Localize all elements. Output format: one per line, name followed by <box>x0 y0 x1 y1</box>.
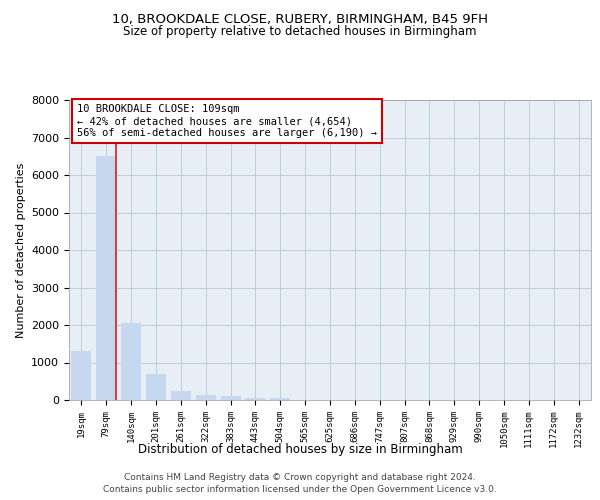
Text: Contains public sector information licensed under the Open Government Licence v3: Contains public sector information licen… <box>103 485 497 494</box>
Text: 10, BROOKDALE CLOSE, RUBERY, BIRMINGHAM, B45 9FH: 10, BROOKDALE CLOSE, RUBERY, BIRMINGHAM,… <box>112 12 488 26</box>
Y-axis label: Number of detached properties: Number of detached properties <box>16 162 26 338</box>
Bar <box>97 156 116 400</box>
Bar <box>196 395 215 400</box>
Text: Size of property relative to detached houses in Birmingham: Size of property relative to detached ho… <box>123 25 477 38</box>
Text: Distribution of detached houses by size in Birmingham: Distribution of detached houses by size … <box>137 442 463 456</box>
Bar <box>271 398 290 400</box>
Text: Contains HM Land Registry data © Crown copyright and database right 2024.: Contains HM Land Registry data © Crown c… <box>124 472 476 482</box>
Bar <box>71 351 91 400</box>
Bar <box>221 396 241 400</box>
Bar <box>146 374 166 400</box>
Bar <box>245 398 265 400</box>
Text: 10 BROOKDALE CLOSE: 109sqm
← 42% of detached houses are smaller (4,654)
56% of s: 10 BROOKDALE CLOSE: 109sqm ← 42% of deta… <box>77 104 377 138</box>
Bar <box>171 390 191 400</box>
Bar <box>121 323 141 400</box>
